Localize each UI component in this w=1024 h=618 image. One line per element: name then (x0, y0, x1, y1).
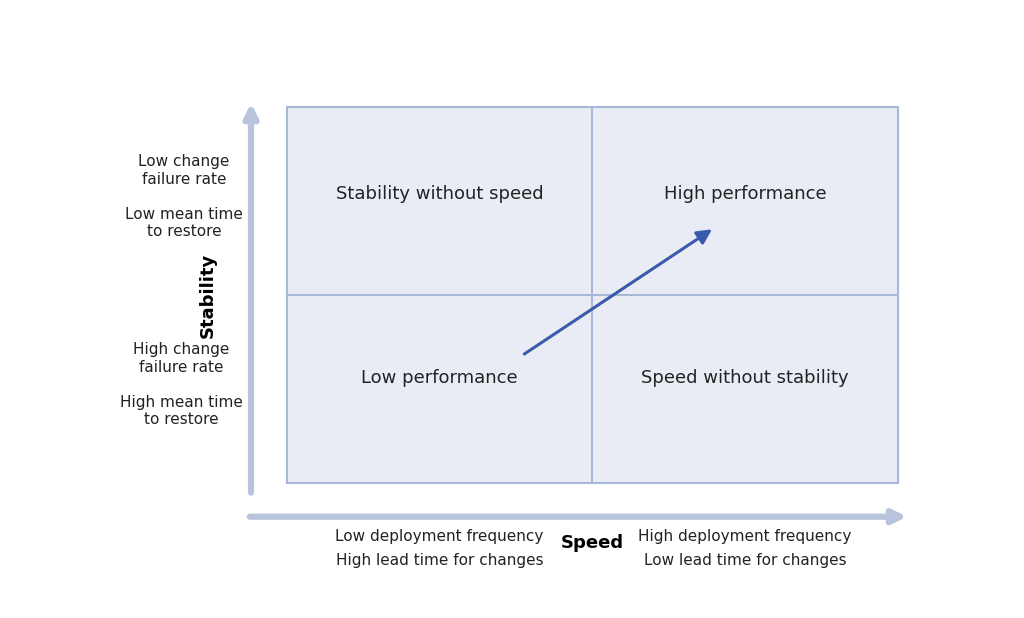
Text: High change
failure rate

High mean time
to restore: High change failure rate High mean time … (120, 342, 243, 427)
Text: Low deployment frequency
High lead time for changes: Low deployment frequency High lead time … (335, 528, 544, 568)
Text: High deployment frequency
Low lead time for changes: High deployment frequency Low lead time … (638, 528, 852, 568)
Text: High performance: High performance (664, 185, 826, 203)
Text: Low performance: Low performance (361, 369, 518, 387)
Text: Speed: Speed (561, 534, 624, 552)
Text: Stability without speed: Stability without speed (336, 185, 544, 203)
Bar (287, 108, 898, 483)
Text: Stability: Stability (199, 253, 216, 338)
Text: Speed without stability: Speed without stability (641, 369, 849, 387)
Text: Low change
failure rate

Low mean time
to restore: Low change failure rate Low mean time to… (125, 154, 243, 239)
